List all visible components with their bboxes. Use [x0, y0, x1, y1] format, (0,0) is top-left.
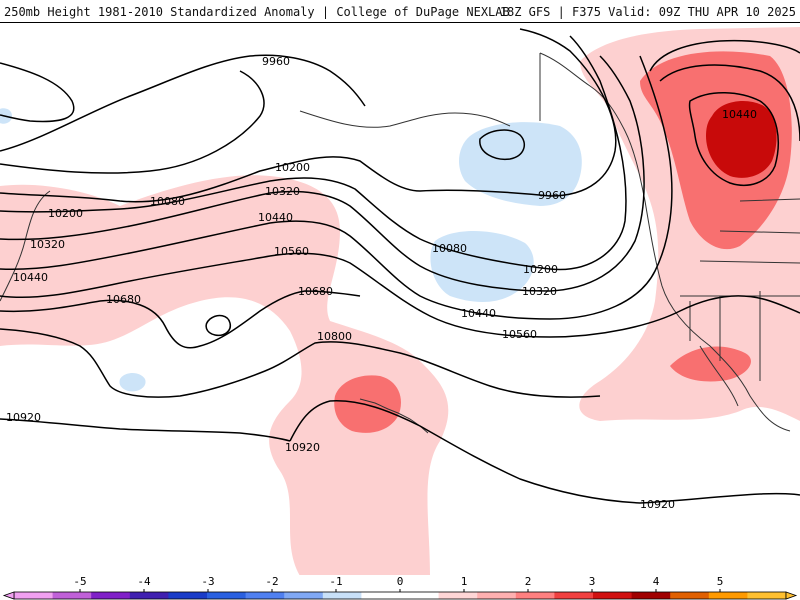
colorbar-segment — [554, 592, 594, 599]
contour-label: 10080 — [432, 242, 467, 255]
colorbar-scale — [2, 589, 798, 600]
colorbar-segment — [400, 592, 440, 599]
contour-label: 10920 — [640, 498, 675, 511]
colorbar-max-arrow — [785, 591, 798, 600]
contour-label: 10200 — [48, 207, 83, 220]
colorbar-segment — [245, 592, 285, 599]
contour-label: 10320 — [522, 285, 557, 298]
colorbar-segment — [361, 592, 401, 599]
contour-label: 10440 — [461, 307, 496, 320]
colorbar-segment — [129, 592, 169, 599]
colorbar-tick-label: 4 — [652, 575, 660, 588]
contour-label: 10080 — [150, 195, 185, 208]
contour-label: 10440 — [722, 108, 757, 121]
colorbar-segment — [14, 592, 54, 599]
colorbar-segment — [322, 592, 362, 599]
colorbar-min-arrow — [2, 591, 15, 600]
colorbar-tick-label: -2 — [265, 575, 279, 588]
contour-label: 10200 — [523, 263, 558, 276]
colorbar-tick-label: 1 — [460, 575, 468, 588]
colorbar-segment — [747, 592, 787, 599]
contour-label: 10560 — [274, 245, 309, 258]
colorbar-segment — [631, 592, 671, 599]
contour-label: 10920 — [6, 411, 41, 424]
contour-labels: 9960 9960 10080 10080 10200 10200 10200 … — [6, 55, 757, 511]
anomaly-negative — [0, 108, 582, 392]
contour-label: 10920 — [285, 441, 320, 454]
contour-label: 10440 — [258, 211, 293, 224]
colorbar-segment — [207, 592, 247, 599]
colorbar-segment — [670, 592, 710, 599]
contour-label: 10440 — [13, 271, 48, 284]
colorbar-segment — [284, 592, 324, 599]
colorbar-tick-label: 3 — [588, 575, 596, 588]
contour-label: 10560 — [502, 328, 537, 341]
colorbar-tick-label: -5 — [73, 575, 87, 588]
map: 9960 9960 10080 10080 10200 10200 10200 … — [0, 22, 800, 575]
contour-label: 10680 — [298, 285, 333, 298]
height-contours — [0, 28, 800, 504]
contour-label: 9960 — [538, 189, 566, 202]
colorbar-segment — [515, 592, 555, 599]
contour-label: 10320 — [265, 185, 300, 198]
colorbar-segment — [708, 592, 748, 599]
colorbar-tick-label: -4 — [137, 575, 151, 588]
colorbar-segment — [168, 592, 208, 599]
colorbar-segment — [91, 592, 131, 599]
anomaly-positive-3 — [706, 100, 777, 178]
contour-label: 10800 — [317, 330, 352, 343]
colorbar-tick-label: 0 — [396, 575, 404, 588]
colorbar-segment — [52, 592, 92, 599]
colorbar: -5 -4 -3 -2 -1 0 1 2 3 4 5 — [0, 574, 800, 600]
contour-label: 10200 — [275, 161, 310, 174]
map-title: 250mb Height 1981-2010 Standardized Anom… — [4, 5, 510, 19]
contour-label: 10320 — [30, 238, 65, 251]
colorbar-tick-label: 5 — [716, 575, 724, 588]
run-info: 18Z GFS | F375 Valid: 09Z THU APR 10 202… — [499, 5, 796, 19]
colorbar-segment — [438, 592, 478, 599]
colorbar-segment — [477, 592, 517, 599]
contour-label: 10680 — [106, 293, 141, 306]
contour-label: 9960 — [262, 55, 290, 68]
colorbar-segment — [593, 592, 633, 599]
colorbar-tick-label: -3 — [201, 575, 215, 588]
colorbar-tick-label: -1 — [329, 575, 343, 588]
colorbar-tick-label: 2 — [524, 575, 532, 588]
header: 250mb Height 1981-2010 Standardized Anom… — [0, 0, 800, 22]
